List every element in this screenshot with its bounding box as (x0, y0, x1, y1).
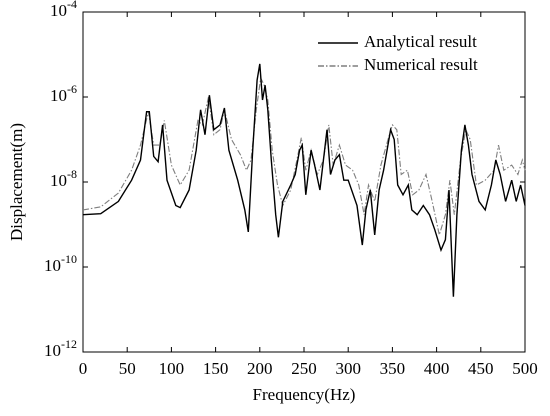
series-line (82, 63, 526, 297)
x-tick-label: 250 (291, 359, 317, 378)
y-tick-label: 10-12 (44, 337, 77, 360)
x-tick-label: 300 (335, 359, 361, 378)
x-tick-label: 150 (203, 359, 229, 378)
y-tick-label: 10-8 (50, 167, 77, 190)
series-line (82, 76, 526, 236)
x-tick-label: 50 (119, 359, 136, 378)
y-tick-label: 10-10 (44, 252, 77, 275)
x-tick-label: 200 (247, 359, 273, 378)
y-tick-label: 10-6 (50, 82, 77, 105)
x-tick-label: 100 (159, 359, 185, 378)
x-tick-label: 450 (468, 359, 494, 378)
x-tick-label: 350 (380, 359, 406, 378)
x-tick-label: 0 (79, 359, 88, 378)
legend-label: Analytical result (364, 32, 477, 51)
y-tick-label: 10-4 (50, 0, 77, 20)
x-tick-label: 400 (424, 359, 450, 378)
x-axis-label: Frequency(Hz) (253, 385, 356, 404)
legend-label: Numerical result (364, 55, 478, 74)
plot-frame (82, 11, 526, 353)
y-axis-label: Displacement(m) (7, 123, 26, 241)
x-tick-label: 500 (512, 359, 538, 378)
